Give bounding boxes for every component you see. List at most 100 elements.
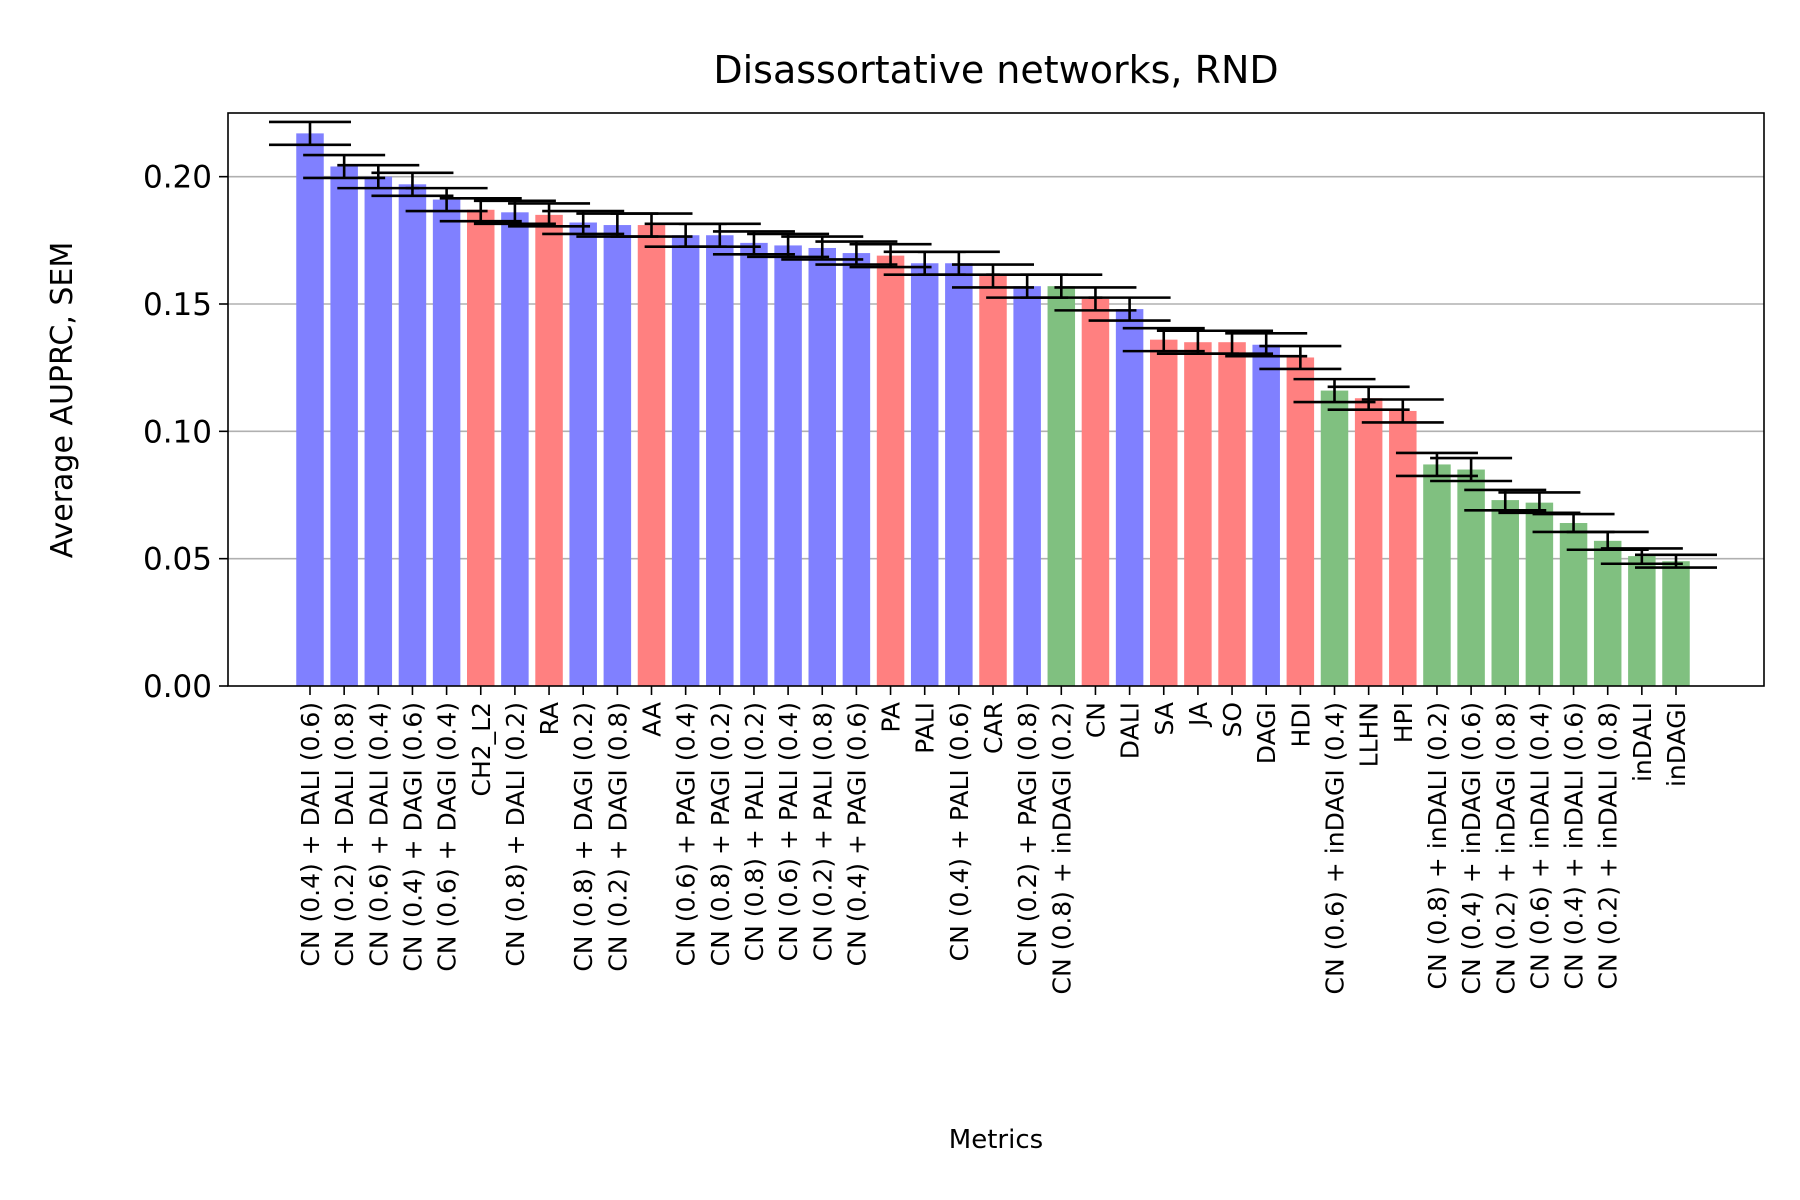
bar (501, 212, 529, 686)
x-tick-label: CAR (979, 702, 1008, 754)
error-bar (371, 171, 454, 198)
x-tick-label: CN (0.4) + PALI (0.6) (945, 702, 974, 961)
x-tick-label: LLHN (1355, 702, 1384, 767)
bar (1115, 309, 1144, 686)
x-tick-label: CN (0.6) + DALI (0.4) (364, 702, 393, 967)
x-tick-label: CN (0.2) + DALI (0.8) (330, 702, 359, 967)
bar (535, 214, 563, 686)
x-tick-label: JA (1184, 702, 1213, 728)
error-bar (1088, 296, 1171, 322)
x-tick-label: CN (0.8) + DALI (0.2) (501, 702, 530, 967)
chart-title: Disassortative networks, RND (713, 48, 1278, 92)
x-tick-label: CN (0.6) + DAGI (0.4) (433, 702, 462, 972)
x-tick-label: CN (0.2) + PAGI (0.8) (1013, 702, 1042, 966)
bar (842, 253, 871, 687)
bar (1457, 469, 1485, 686)
x-tick-label: RA (535, 702, 564, 735)
x-tick-label: DALI (1116, 702, 1145, 759)
bar (774, 245, 802, 686)
error-bar (678, 222, 761, 248)
bar (1525, 502, 1554, 686)
x-tick-label: CN (0.4) + inDALI (0.6) (1560, 702, 1589, 989)
x-tick-label: PA (877, 702, 906, 733)
x-tick-label: CN (0.6) + inDAGI (0.4) (1321, 702, 1350, 994)
x-axis: CN (0.4) + DALI (0.6) CN (0.2) + DALI (0.… (296, 686, 1691, 994)
bar (808, 247, 836, 686)
x-tick-label: CN (0.2) + inDAGI (0.8) (1491, 702, 1520, 994)
bar (1354, 398, 1383, 686)
bar (569, 222, 597, 687)
x-tick-label: PALI (911, 702, 940, 754)
x-tick-label: SO (1218, 702, 1247, 738)
bar (1286, 357, 1315, 686)
bar (330, 166, 358, 687)
bar (398, 184, 427, 686)
y-tick-label: 0.05 (143, 542, 212, 578)
x-tick-label: CN (0.2) + DAGI (0.8) (603, 702, 632, 972)
bar (1150, 339, 1178, 686)
bar (1423, 464, 1451, 686)
x-tick-label: CN (0.6) + inDALI (0.4) (1525, 702, 1554, 989)
error-bar (1259, 344, 1342, 371)
x-tick-label: HPI (1389, 702, 1418, 743)
bar (1013, 286, 1041, 686)
error-bar (849, 242, 932, 269)
bar (296, 133, 324, 686)
x-tick-label: inDALI (1628, 702, 1657, 782)
error-bar (508, 202, 591, 228)
bar (1047, 286, 1076, 686)
x-tick-label: AA (638, 702, 667, 737)
bar (1081, 298, 1110, 686)
bar (910, 263, 939, 686)
x-axis-label: Metrics (949, 1125, 1043, 1155)
bar (637, 225, 666, 686)
y-tick-label: 0.00 (143, 669, 212, 705)
bar (1389, 410, 1417, 686)
x-tick-label: CN (0.8) + PALI (0.2) (740, 702, 769, 961)
plot-frame (227, 112, 1765, 687)
y-axis: 0.00 0.05 0.10 0.15 0.20 (143, 160, 228, 705)
x-tick-label: CN (0.8) + PAGI (0.2) (706, 702, 735, 966)
bar (979, 275, 1007, 686)
bar (1184, 342, 1212, 686)
x-tick-label: CN (0.4) + DALI (0.6) (296, 702, 325, 967)
x-tick-label: CN (0.2) + inDALI (0.8) (1594, 702, 1623, 989)
bar (671, 235, 700, 687)
bar (1559, 523, 1588, 686)
x-tick-label: CN (1081, 702, 1110, 738)
y-tick-label: 0.15 (143, 287, 212, 323)
bar (1252, 344, 1280, 686)
y-tick-label: 0.20 (143, 160, 212, 196)
x-tick-label: SA (1150, 702, 1179, 735)
error-bar (1293, 377, 1376, 404)
bar (467, 209, 495, 687)
bar (876, 255, 905, 686)
bar (1218, 342, 1246, 686)
bar (432, 199, 461, 686)
bar (1491, 500, 1519, 686)
error-bar (1635, 553, 1717, 569)
x-tick-label: CN (0.4) + DAGI (0.6) (398, 702, 427, 972)
x-tick-label: CN (0.6) + PAGI (0.4) (672, 702, 701, 966)
x-tick-label: CN (0.6) + PALI (0.4) (774, 702, 803, 961)
bar (603, 225, 632, 686)
x-tick-label: CN (0.8) + inDAGI (0.2) (1047, 702, 1076, 994)
bar (1320, 390, 1349, 686)
x-tick-label: HDI (1286, 702, 1315, 747)
bar (945, 263, 973, 686)
bar (1662, 561, 1690, 686)
x-tick-label: CN (0.4) + inDAGI (0.6) (1457, 702, 1486, 994)
error-bar (269, 120, 351, 147)
x-tick-label: CH2_L2 (467, 702, 496, 797)
bar (364, 176, 393, 686)
bar (1628, 556, 1656, 686)
x-tick-label: CN (0.8) + inDALI (0.2) (1423, 702, 1452, 989)
error-bar (1430, 456, 1513, 483)
error-bars (269, 120, 1717, 569)
y-axis-label: Average AUPRC, SEM (45, 242, 80, 559)
x-tick-label: CN (0.8) + DAGI (0.2) (569, 702, 598, 972)
x-tick-label: CN (0.2) + PALI (0.8) (808, 702, 837, 961)
error-bar (1361, 398, 1444, 424)
x-tick-label: CN (0.4) + PAGI (0.6) (842, 702, 871, 966)
